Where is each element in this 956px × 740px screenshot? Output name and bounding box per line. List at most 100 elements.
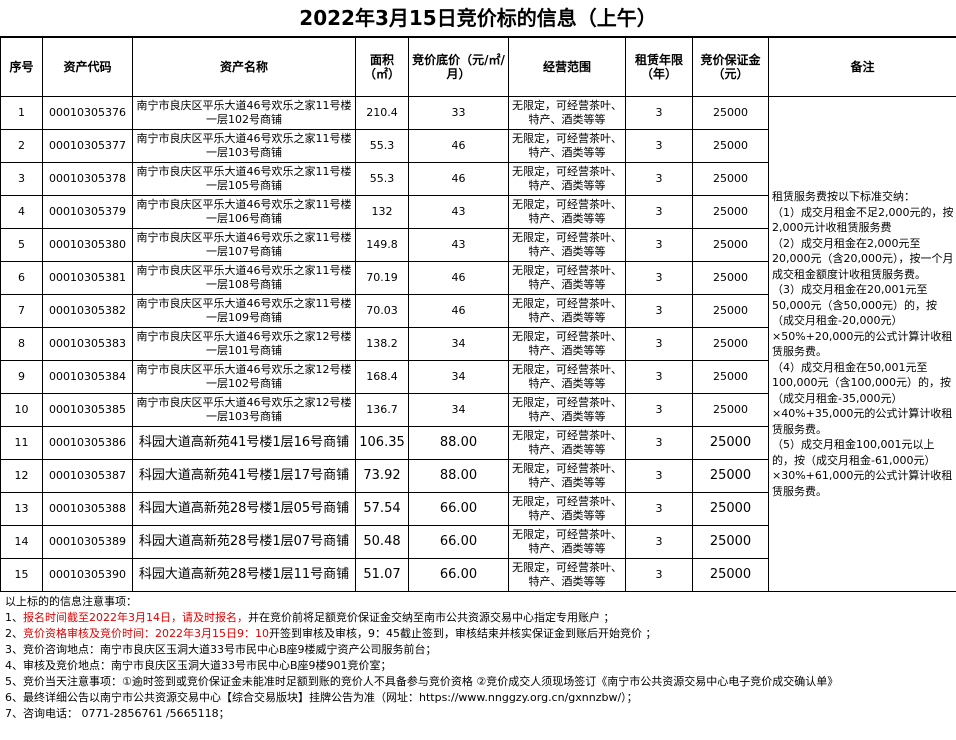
asset-name: 南宁市良庆区平乐大道46号欢乐之家11号楼一层109号商铺 bbox=[132, 294, 356, 328]
table-row: 1 00010305376 南宁市良庆区平乐大道46号欢乐之家11号楼一层102号商… bbox=[0, 96, 956, 592]
business-scope: 无限定，可经营茶叶、特产、酒类等等 bbox=[508, 327, 626, 361]
business-scope: 无限定，可经营茶叶、特产、酒类等等 bbox=[508, 162, 626, 196]
business-scope: 无限定，可经营茶叶、特产、酒类等等 bbox=[508, 426, 626, 460]
row-number: 6 bbox=[0, 261, 43, 295]
base-price: 46 bbox=[408, 162, 509, 196]
asset-name: 科园大道高新苑41号楼1层17号商铺 bbox=[132, 459, 356, 493]
business-scope: 无限定，可经营茶叶、特产、酒类等等 bbox=[508, 294, 626, 328]
table-row: 15 00010305390 科园大道高新苑28号楼1层11号商铺 51.07 66.0… bbox=[0, 558, 956, 592]
base-price: 66.00 bbox=[408, 558, 509, 592]
remark-line: （3）成交月租金在20,001元至50,000元（含50,000元）的，按（成交… bbox=[772, 283, 953, 358]
deposit: 25000 bbox=[692, 426, 769, 460]
lease-term: 3 bbox=[625, 294, 693, 328]
note-line: 7、咨询电话： 0771-2856761 /5665118； bbox=[5, 706, 951, 722]
business-scope: 无限定，可经营茶叶、特产、酒类等等 bbox=[508, 360, 626, 394]
area: 55.3 bbox=[355, 162, 409, 196]
lease-term: 3 bbox=[625, 492, 693, 526]
area: 136.7 bbox=[355, 393, 409, 427]
note-text: 开签到审核及审核，9：45截止签到，审核结束并核实保证金到账后开始竞价 ； bbox=[268, 627, 657, 640]
note-text: 3、竞价咨询地点：南宁市良庆区玉洞大道33号市民中心B座9楼威宁资产公司服务前台… bbox=[5, 643, 437, 656]
lease-term: 3 bbox=[625, 525, 693, 559]
lease-term: 3 bbox=[625, 558, 693, 592]
business-scope: 无限定，可经营茶叶、特产、酒类等等 bbox=[508, 393, 626, 427]
base-price: 88.00 bbox=[408, 459, 509, 493]
business-scope: 无限定，可经营茶叶、特产、酒类等等 bbox=[508, 228, 626, 262]
area: 132 bbox=[355, 195, 409, 229]
base-price: 43 bbox=[408, 195, 509, 229]
lease-term: 3 bbox=[625, 195, 693, 229]
business-scope: 无限定，可经营茶叶、特产、酒类等等 bbox=[508, 459, 626, 493]
row-number: 2 bbox=[0, 129, 43, 163]
area: 149.8 bbox=[355, 228, 409, 262]
lease-term: 3 bbox=[625, 228, 693, 262]
base-price: 46 bbox=[408, 129, 509, 163]
asset-code: 00010305383 bbox=[42, 327, 133, 361]
business-scope: 无限定，可经营茶叶、特产、酒类等等 bbox=[508, 96, 626, 130]
asset-code: 00010305387 bbox=[42, 459, 133, 493]
asset-code: 00010305382 bbox=[42, 294, 133, 328]
deposit: 25000 bbox=[692, 261, 769, 295]
business-scope: 无限定，可经营茶叶、特产、酒类等等 bbox=[508, 525, 626, 559]
deposit: 25000 bbox=[692, 162, 769, 196]
asset-name: 南宁市良庆区平乐大道46号欢乐之家11号楼一层108号商铺 bbox=[132, 261, 356, 295]
deposit: 25000 bbox=[692, 228, 769, 262]
row-number: 11 bbox=[0, 426, 43, 460]
header-cell: 资产代码 bbox=[42, 37, 133, 97]
note-line: 1、报名时间截至2022年3月14日，请及时报名，并在竞价前将足额竞价保证金交纳… bbox=[5, 610, 951, 626]
asset-name: 南宁市良庆区平乐大道46号欢乐之家12号楼一层101号商铺 bbox=[132, 327, 356, 361]
row-number: 9 bbox=[0, 360, 43, 394]
row-number: 3 bbox=[0, 162, 43, 196]
base-price: 33 bbox=[408, 96, 509, 130]
auction-table: 序号 资产代码 资产名称 面积（㎡） 竞价底价（元/㎡/月） 经营范围 租赁年限（年） 竞价保… bbox=[0, 37, 956, 592]
note-line: 4、审核及竞价地点：南宁市良庆区玉洞大道33号市民中心B座9楼901竞价室； bbox=[5, 658, 951, 674]
note-text: 竞价资格审核及竞价时间：2022年3月15日9：10 bbox=[23, 627, 269, 640]
area: 50.48 bbox=[355, 525, 409, 559]
base-price: 88.00 bbox=[408, 426, 509, 460]
table-row: 11 00010305386 科园大道高新苑41号楼1层16号商铺 106.35 88.… bbox=[0, 426, 956, 460]
area: 168.4 bbox=[355, 360, 409, 394]
table-row: 10 00010305385 南宁市良庆区平乐大道46号欢乐之家12号楼一层103号… bbox=[0, 393, 956, 427]
lease-term: 3 bbox=[625, 162, 693, 196]
asset-code: 00010305380 bbox=[42, 228, 133, 262]
asset-code: 00010305378 bbox=[42, 162, 133, 196]
asset-code: 00010305390 bbox=[42, 558, 133, 592]
deposit: 25000 bbox=[692, 195, 769, 229]
asset-code: 00010305384 bbox=[42, 360, 133, 394]
table-row: 12 00010305387 科园大道高新苑41号楼1层17号商铺 73.92 88.0… bbox=[0, 459, 956, 493]
area: 51.07 bbox=[355, 558, 409, 592]
lease-term: 3 bbox=[625, 96, 693, 130]
lease-term: 3 bbox=[625, 459, 693, 493]
header-cell: 备注 bbox=[768, 37, 956, 97]
table-row: 14 00010305389 科园大道高新苑28号楼1层07号商铺 50.48 66.0… bbox=[0, 525, 956, 559]
lease-term: 3 bbox=[625, 129, 693, 163]
note-line: 3、竞价咨询地点：南宁市良庆区玉洞大道33号市民中心B座9楼威宁资产公司服务前台… bbox=[5, 642, 951, 658]
note-text: 6、最终详细公告以南宁市公共资源交易中心【综合交易版块】挂牌公告为准（网址：ht… bbox=[5, 691, 638, 704]
base-price: 34 bbox=[408, 360, 509, 394]
remarks: 租赁服务费按以下标准交纳： （1）成交月租金不足2,000元的，按2,000元计收… bbox=[768, 96, 956, 592]
table-row: 5 00010305380 南宁市良庆区平乐大道46号欢乐之家11号楼一层107号商… bbox=[0, 228, 956, 262]
table-row: 4 00010305379 南宁市良庆区平乐大道46号欢乐之家11号楼一层106号商… bbox=[0, 195, 956, 229]
note-text: 5、竞价当天注意事项：①逾时签到或竞价保证金未能准时足额到账的竞价人不具备参与竞… bbox=[5, 675, 839, 688]
note-text: 2、 bbox=[5, 627, 23, 640]
deposit: 25000 bbox=[692, 360, 769, 394]
header-cell: 经营范围 bbox=[508, 37, 626, 97]
deposit: 25000 bbox=[692, 558, 769, 592]
asset-name: 科园大道高新苑28号楼1层07号商铺 bbox=[132, 525, 356, 559]
remark-line: 租赁服务费按以下标准交纳： bbox=[772, 190, 915, 203]
asset-name: 南宁市良庆区平乐大道46号欢乐之家11号楼一层103号商铺 bbox=[132, 129, 356, 163]
deposit: 25000 bbox=[692, 129, 769, 163]
base-price: 66.00 bbox=[408, 492, 509, 526]
asset-code: 00010305379 bbox=[42, 195, 133, 229]
lease-term: 3 bbox=[625, 261, 693, 295]
remark-line: （5）成交月租金100,001元以上的，按（成交月租金-61,000元）×30%… bbox=[772, 438, 953, 498]
deposit: 25000 bbox=[692, 294, 769, 328]
deposit: 25000 bbox=[692, 327, 769, 361]
asset-name: 南宁市良庆区平乐大道46号欢乐之家11号楼一层105号商铺 bbox=[132, 162, 356, 196]
area: 70.19 bbox=[355, 261, 409, 295]
table-row: 7 00010305382 南宁市良庆区平乐大道46号欢乐之家11号楼一层109号商… bbox=[0, 294, 956, 328]
asset-code: 00010305388 bbox=[42, 492, 133, 526]
notes: 以上标的的信息注意事项： 1、报名时间截至2022年3月14日，请及时报名，并在竞… bbox=[0, 592, 956, 724]
table-row: 8 00010305383 南宁市良庆区平乐大道46号欢乐之家12号楼一层101号商… bbox=[0, 327, 956, 361]
asset-code: 00010305376 bbox=[42, 96, 133, 130]
